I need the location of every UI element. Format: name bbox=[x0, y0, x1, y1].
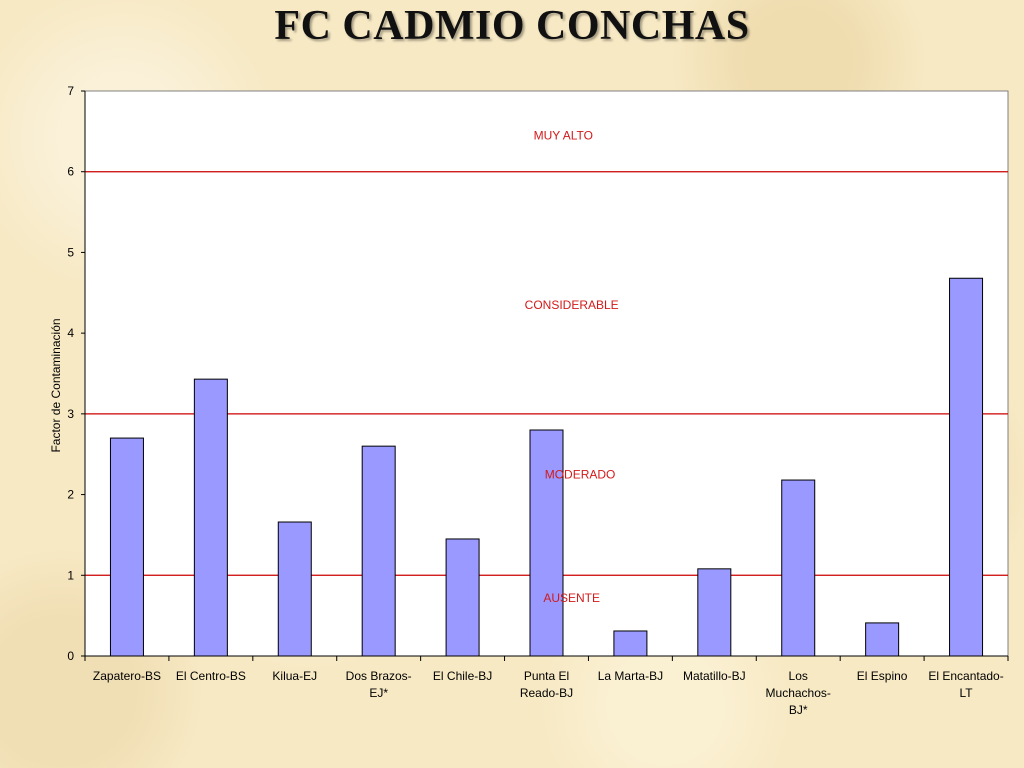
x-tick-label: Punta El Reado-BJ bbox=[520, 669, 573, 700]
bar-7 bbox=[697, 568, 732, 657]
x-tick-label-line: EJ* bbox=[369, 686, 388, 700]
zone-label-moderado: MODERADO bbox=[545, 467, 616, 481]
x-tick-label: Dos Brazos- EJ* bbox=[346, 669, 412, 700]
bar-2 bbox=[277, 521, 312, 657]
x-tick-label-line: El Encantado- bbox=[928, 669, 1003, 683]
bars bbox=[109, 277, 984, 657]
y-tick-label: 1 bbox=[67, 568, 74, 582]
y-tick-label: 4 bbox=[67, 326, 74, 340]
x-tick-label: Zapatero-BS bbox=[93, 669, 161, 683]
x-tick-label: La Marta-BJ bbox=[598, 669, 663, 683]
x-tick-label-line: Muchachos- bbox=[766, 686, 831, 700]
x-tick-label: El Espino bbox=[857, 669, 908, 683]
x-tick-label: El Chile-BJ bbox=[433, 669, 492, 683]
bar-3 bbox=[361, 445, 396, 657]
bar-4 bbox=[445, 538, 480, 657]
x-tick-label: Los Muchachos- BJ* bbox=[766, 669, 831, 717]
bar-1 bbox=[193, 378, 228, 657]
bar-0 bbox=[109, 437, 144, 657]
x-tick-label-line: Los bbox=[789, 669, 808, 683]
zone-label-ausente: AUSENTE bbox=[543, 591, 600, 605]
x-tick-label: Kilua-EJ bbox=[272, 669, 317, 683]
zone-label-muy-alto: MUY ALTO bbox=[534, 128, 593, 142]
y-axis-label: Factor de Contaminación bbox=[49, 318, 63, 452]
y-tick-label: 3 bbox=[67, 407, 74, 421]
bar-5 bbox=[529, 429, 564, 657]
bar-6 bbox=[613, 630, 648, 657]
y-axis: 0 1 2 3 4 5 6 7 bbox=[67, 84, 86, 663]
bar-10 bbox=[949, 277, 984, 657]
zone-labels: MUY ALTO CONSIDERABLE MODERADO AUSENTE bbox=[525, 128, 619, 604]
x-tick-label: El Encantado- LT bbox=[928, 669, 1003, 700]
y-tick-label: 5 bbox=[67, 245, 74, 259]
x-tick-label-line: El Espino bbox=[857, 669, 908, 683]
y-tick-label: 2 bbox=[67, 488, 74, 502]
y-tick-label: 0 bbox=[67, 649, 74, 663]
x-tick-label-line: La Marta-BJ bbox=[598, 669, 663, 683]
zone-label-considerable: CONSIDERABLE bbox=[525, 298, 619, 312]
x-tick-label-line: LT bbox=[959, 686, 973, 700]
y-tick-label: 6 bbox=[67, 165, 74, 179]
x-tick-label-line: Matatillo-BJ bbox=[683, 669, 746, 683]
x-tick-label-line: Punta El bbox=[524, 669, 569, 683]
x-tick-label: El Centro-BS bbox=[176, 669, 246, 683]
bar-8 bbox=[781, 479, 816, 657]
x-tick-label-line: Zapatero-BS bbox=[93, 669, 161, 683]
x-tick-label: Matatillo-BJ bbox=[683, 669, 746, 683]
y-tick-label: 7 bbox=[67, 84, 74, 98]
x-tick-label-line: El Chile-BJ bbox=[433, 669, 492, 683]
bar-9 bbox=[865, 622, 900, 657]
x-tick-label-line: Kilua-EJ bbox=[272, 669, 317, 683]
slide-title: FC CADMIO CONCHAS bbox=[274, 3, 750, 49]
x-tick-label-line: Reado-BJ bbox=[520, 686, 573, 700]
x-tick-label-line: El Centro-BS bbox=[176, 669, 246, 683]
x-axis: Zapatero-BS El Centro-BS Kilua-EJ Dos Brazo… bbox=[84, 655, 1009, 717]
x-tick-label-line: Dos Brazos- bbox=[346, 669, 412, 683]
x-tick-label-line: BJ* bbox=[789, 703, 808, 717]
